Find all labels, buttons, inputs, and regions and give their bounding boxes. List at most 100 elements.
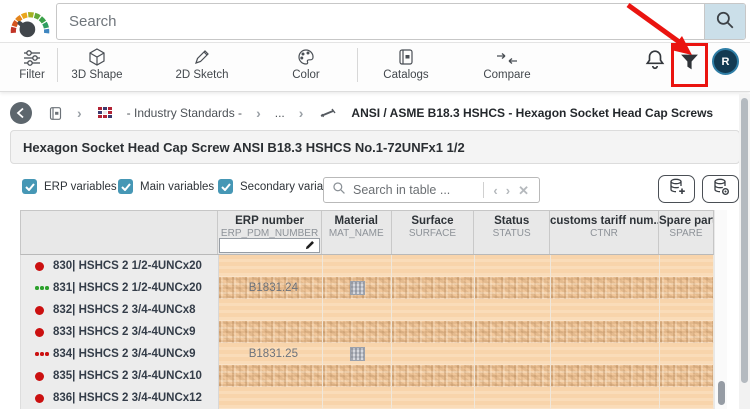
row-label[interactable]: 834| HSHCS 2 3/4-4UNCx9 [21,343,219,365]
cell-spare[interactable] [660,255,714,277]
cell-spare[interactable] [660,387,714,409]
header-customs-tariff[interactable]: customs tariff num... CTNR [550,211,659,254]
dots-green-status-icon [35,286,53,290]
cell-surface[interactable] [392,343,476,365]
header-erp-number[interactable]: ERP number ERP_PDM_NUMBER [218,211,322,254]
header-spare-part[interactable]: Spare part SPARE [659,215,713,239]
back-button[interactable] [10,102,32,124]
toolbar-item-filter[interactable]: Filter [1,48,63,81]
erp-number-value: B1831.25 [248,347,298,360]
cell-surface[interactable] [392,365,476,387]
cell-ctnr[interactable] [551,321,661,343]
search-next-button[interactable]: › [505,182,511,198]
gauge-logo-icon[interactable] [7,3,53,41]
cell-erp[interactable] [218,387,323,409]
database-plus-icon [667,177,687,202]
cell-status[interactable] [475,255,552,277]
table-row[interactable]: 830| HSHCS 2 1/2-4UNCx20 [21,255,714,277]
cell-spare[interactable] [660,343,714,365]
cell-ctnr[interactable] [551,299,661,321]
table-row[interactable]: 835| HSHCS 2 3/4-4UNCx10 [21,365,714,387]
cell-material[interactable] [322,299,393,321]
cell-ctnr[interactable] [551,365,661,387]
cell-material[interactable] [322,365,393,387]
search-icon [332,181,346,200]
add-to-database-button[interactable] [658,175,695,203]
row-label[interactable]: 830| HSHCS 2 1/2-4UNCx20 [21,255,219,277]
checkbox-erp-variables[interactable]: ERP variables [22,179,117,194]
cell-ctnr[interactable] [551,387,661,409]
search-prev-button[interactable]: ‹ [493,182,498,198]
table-row[interactable]: 832| HSHCS 2 3/4-4UNCx8 [21,299,714,321]
cell-status[interactable] [475,387,552,409]
checkbox-checked-icon [118,179,133,194]
row-label[interactable]: 831| HSHCS 2 1/2-4UNCx20 [21,277,219,299]
cell-erp[interactable]: B1831.24 [218,277,323,299]
cell-status[interactable] [475,343,552,365]
user-avatar[interactable]: R [712,48,739,75]
chevron-right-icon: › [298,105,304,121]
cell-material[interactable] [322,387,393,409]
cell-ctnr[interactable] [551,255,661,277]
cell-ctnr[interactable] [551,277,661,299]
table-search-input[interactable] [353,183,479,197]
cell-spare[interactable] [660,365,714,387]
table-row[interactable]: 834| HSHCS 2 3/4-4UNCx9 B1831.25 [21,343,714,365]
row-label[interactable]: 835| HSHCS 2 3/4-4UNCx10 [21,365,219,387]
notifications-bell-icon[interactable] [644,48,668,76]
header-status[interactable]: Status STATUS [474,211,550,254]
cell-erp[interactable] [218,321,323,343]
search-button[interactable] [704,4,745,39]
cell-erp[interactable] [218,255,323,277]
erp-filter-input[interactable] [219,238,320,253]
cell-erp[interactable] [218,365,323,387]
catalog-home-icon[interactable] [48,106,63,121]
cell-surface[interactable] [392,387,476,409]
toolbar-item-3d-shape[interactable]: 3D Shape [66,48,128,81]
cell-material[interactable] [322,255,393,277]
cell-surface[interactable] [392,255,476,277]
cell-erp[interactable] [218,299,323,321]
cell-status[interactable] [475,365,552,387]
separator [483,182,485,198]
cell-ctnr[interactable] [551,343,661,365]
cell-material[interactable] [322,277,393,299]
toolbar-item-compare[interactable]: Compare [476,48,538,81]
cell-spare[interactable] [660,299,714,321]
checkbox-main-variables[interactable]: Main variables [118,179,214,194]
table-scrollbar[interactable] [714,210,727,409]
page-scrollbar[interactable] [739,94,750,409]
page-scrollbar-thumb[interactable] [741,98,748,383]
cell-status[interactable] [475,277,552,299]
cell-material[interactable] [322,343,393,365]
cell-spare[interactable] [660,277,714,299]
row-label[interactable]: 832| HSHCS 2 3/4-4UNCx8 [21,299,219,321]
checkbox-secondary-variables[interactable]: Secondary variables [218,179,344,194]
toolbar-item-color[interactable]: Color [275,48,337,81]
cell-erp[interactable]: B1831.25 [218,343,323,365]
breadcrumb-industry-standards[interactable]: - Industry Standards - [126,106,243,120]
row-label[interactable]: 836| HSHCS 2 3/4-4UNCx12 [21,387,219,409]
cell-status[interactable] [475,299,552,321]
cell-surface[interactable] [392,321,476,343]
cell-surface[interactable] [392,277,476,299]
row-label[interactable]: 833| HSHCS 2 3/4-4UNCx9 [21,321,219,343]
cell-surface[interactable] [392,299,476,321]
header-surface[interactable]: Surface SURFACE [392,211,475,254]
toolbar-item-catalogs[interactable]: Catalogs [375,48,437,81]
table-row[interactable]: 831| HSHCS 2 1/2-4UNCx20 B1831.24 [21,277,714,299]
cell-status[interactable] [475,321,552,343]
search-input[interactable] [57,4,704,39]
dot-red-status-icon [35,372,53,381]
database-settings-button[interactable] [702,175,739,203]
toolbar-item-2d-sketch[interactable]: 2D Sketch [171,48,233,81]
search-clear-icon[interactable]: ✕ [518,182,529,198]
table-filter-funnel-icon[interactable] [679,50,700,74]
table-row[interactable]: 836| HSHCS 2 3/4-4UNCx12 [21,387,714,409]
cell-spare[interactable] [660,321,714,343]
cell-material[interactable] [322,321,393,343]
breadcrumb-ellipsis[interactable]: ... [274,106,285,120]
header-material[interactable]: Material MAT_NAME [322,211,392,254]
table-scrollbar-thumb[interactable] [718,381,725,405]
table-row[interactable]: 833| HSHCS 2 3/4-4UNCx9 [21,321,714,343]
